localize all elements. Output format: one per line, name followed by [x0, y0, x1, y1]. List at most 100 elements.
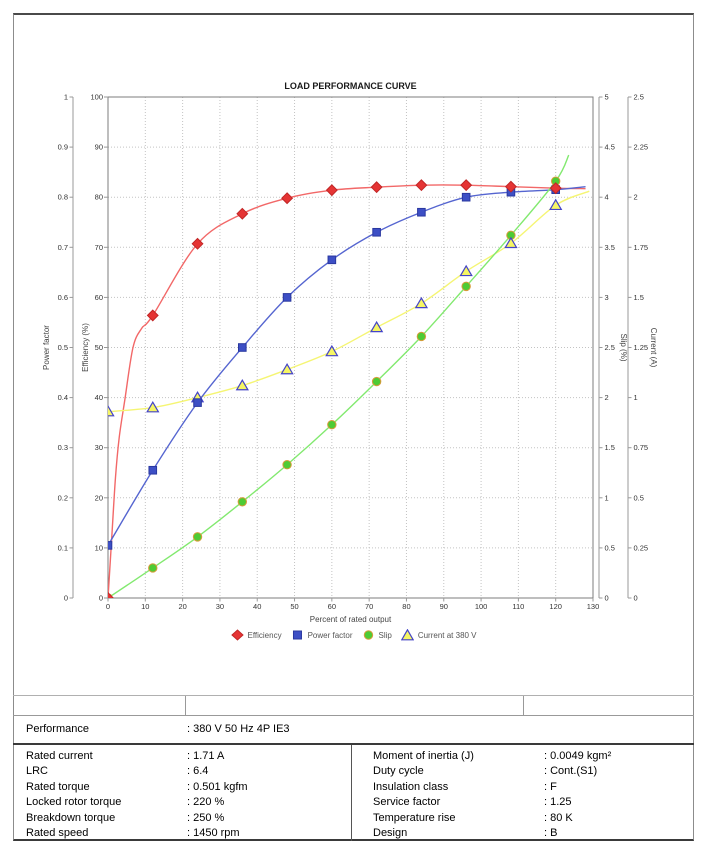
svg-text:130: 130	[587, 602, 600, 611]
svg-text:20: 20	[95, 493, 103, 502]
row-value: : 1.25	[544, 796, 572, 809]
svg-text:60: 60	[328, 602, 336, 611]
svg-text:70: 70	[95, 243, 103, 252]
chart-legend: Efficiency Power factor Slip Current at …	[230, 629, 477, 641]
table-row: Service factor : 1.25	[352, 795, 694, 810]
row-value: : B	[544, 826, 558, 839]
table-row: Locked rotor torque : 220 %	[13, 795, 351, 810]
page-border	[13, 13, 694, 841]
row-label: Temperature rise	[373, 811, 456, 824]
svg-text:30: 30	[95, 443, 103, 452]
svg-text:3.5: 3.5	[605, 243, 615, 252]
performance-label: Performance	[26, 723, 89, 735]
row-label: Duty cycle	[373, 765, 424, 778]
svg-text:0.8: 0.8	[58, 193, 68, 202]
svg-text:0.5: 0.5	[634, 493, 644, 502]
svg-text:90: 90	[440, 602, 448, 611]
row-value: : 0.0049 kgm²	[544, 750, 612, 762]
svg-text:2: 2	[605, 393, 609, 402]
row-value: : 250 %	[187, 811, 225, 824]
svg-text:90: 90	[95, 143, 103, 152]
slip-legend-marker	[363, 630, 373, 640]
svg-text:0: 0	[99, 594, 103, 603]
efficiency-axis: 0 10 20 30 40 50 60 70 80 90 100 Efficiency (%)	[81, 93, 108, 603]
svg-text:1.75: 1.75	[634, 243, 649, 252]
svg-text:80: 80	[402, 602, 410, 611]
row-value: : Cont.(S1)	[544, 765, 598, 778]
svg-text:20: 20	[178, 602, 186, 611]
svg-text:3: 3	[605, 293, 609, 302]
svg-text:1.25: 1.25	[634, 343, 649, 352]
table-row: Rated torque : 0.501 kgfm	[13, 780, 351, 795]
power_factor-axis-title: Power factor	[42, 325, 51, 370]
svg-text:1.5: 1.5	[605, 443, 615, 452]
table-row: Moment of inertia (J) : 0.0049 kgm²	[352, 749, 694, 764]
svg-text:40: 40	[95, 393, 103, 402]
row-value: : 6.4	[187, 765, 209, 778]
svg-text:0: 0	[106, 602, 110, 611]
series-markers-slip	[108, 176, 561, 598]
x-axis: 0 10 20 30 40 50 60 70 80 90 100 110 120 130 Percent o…	[106, 598, 599, 624]
table-body: Rated current : 1.71 A LRC : 6.4 Rated t…	[13, 745, 694, 841]
row-value: : 0.501 kgfm	[187, 780, 248, 793]
load-performance-chart: LOAD PERFORMANCE CURVE 0 0.1 0.2 0.3 0.4 0.5 0.…	[42, 81, 658, 624]
svg-text:0.25: 0.25	[634, 543, 649, 552]
svg-text:100: 100	[475, 602, 488, 611]
table-row: Duty cycle : Cont.(S1)	[352, 764, 694, 779]
table-mid-divider	[351, 745, 352, 841]
table-row: Rated speed : 1450 rpm	[13, 826, 351, 841]
row-value: : F	[544, 780, 557, 793]
row-label: Breakdown torque	[26, 811, 116, 824]
row-value: : 1450 rpm	[187, 826, 240, 839]
series-line-slip	[108, 154, 570, 598]
svg-text:60: 60	[95, 293, 103, 302]
svg-text:110: 110	[512, 602, 524, 611]
slip-axis: 0 0.5 1 1.5 2 2.5 3 3.5 4 4.5 5 Slip (%)	[598, 93, 628, 603]
row-label: Rated torque	[26, 780, 90, 793]
svg-text:0.1: 0.1	[58, 543, 68, 552]
svg-text:0.6: 0.6	[58, 293, 68, 302]
svg-text:2.5: 2.5	[634, 93, 644, 102]
svg-text:50: 50	[95, 343, 103, 352]
legend-item-efficiency: Efficiency	[230, 629, 282, 641]
table-row: Insulation class : F	[352, 780, 694, 795]
series-line-current-at-380-v	[108, 190, 590, 413]
svg-text:40: 40	[253, 602, 261, 611]
svg-text:10: 10	[95, 543, 103, 552]
svg-text:10: 10	[141, 602, 149, 611]
svg-text:120: 120	[549, 602, 562, 611]
legend-label: Current at 380 V	[417, 630, 477, 640]
svg-text:30: 30	[216, 602, 224, 611]
svg-text:0.9: 0.9	[58, 143, 68, 152]
legend-label: Slip	[378, 630, 392, 640]
svg-text:5: 5	[605, 93, 609, 102]
current-axis: 0 0.25 0.5 0.75 1 1.25 1.5 1.75 2 2.25 2.5 Current …	[627, 93, 658, 603]
svg-text:1: 1	[634, 393, 638, 402]
performance-row: Performance : 380 V 50 Hz 4P IE3	[13, 716, 694, 745]
row-value: : 1.71 A	[187, 750, 225, 762]
svg-text:0.5: 0.5	[58, 343, 68, 352]
slip-axis-title: Slip (%)	[619, 333, 628, 361]
row-label: Rated current	[26, 750, 93, 762]
svg-text:2: 2	[634, 193, 638, 202]
series-markers-efficiency	[108, 179, 562, 598]
svg-text:0.5: 0.5	[605, 543, 615, 552]
row-value: : 80 K	[544, 811, 573, 824]
svg-text:1: 1	[64, 93, 68, 102]
current-axis-title: Current (A)	[649, 328, 658, 368]
row-label: Insulation class	[373, 780, 449, 793]
svg-text:1: 1	[605, 493, 609, 502]
svg-text:2.25: 2.25	[634, 143, 649, 152]
svg-text:4.5: 4.5	[605, 143, 615, 152]
row-label: Rated speed	[26, 826, 89, 839]
row-label: Moment of inertia (J)	[373, 750, 474, 762]
svg-text:100: 100	[90, 93, 103, 102]
svg-text:0: 0	[634, 594, 638, 603]
series-markers-current-at-380-v	[108, 198, 563, 417]
power_factor-axis: 0 0.1 0.2 0.3 0.4 0.5 0.6 0.7 0.8 0.9 1 Power facto…	[42, 93, 74, 603]
svg-text:0.7: 0.7	[58, 243, 68, 252]
current-legend-marker	[400, 629, 414, 641]
table-row: Temperature rise : 80 K	[352, 811, 694, 826]
svg-text:70: 70	[365, 602, 373, 611]
svg-text:4: 4	[605, 193, 609, 202]
